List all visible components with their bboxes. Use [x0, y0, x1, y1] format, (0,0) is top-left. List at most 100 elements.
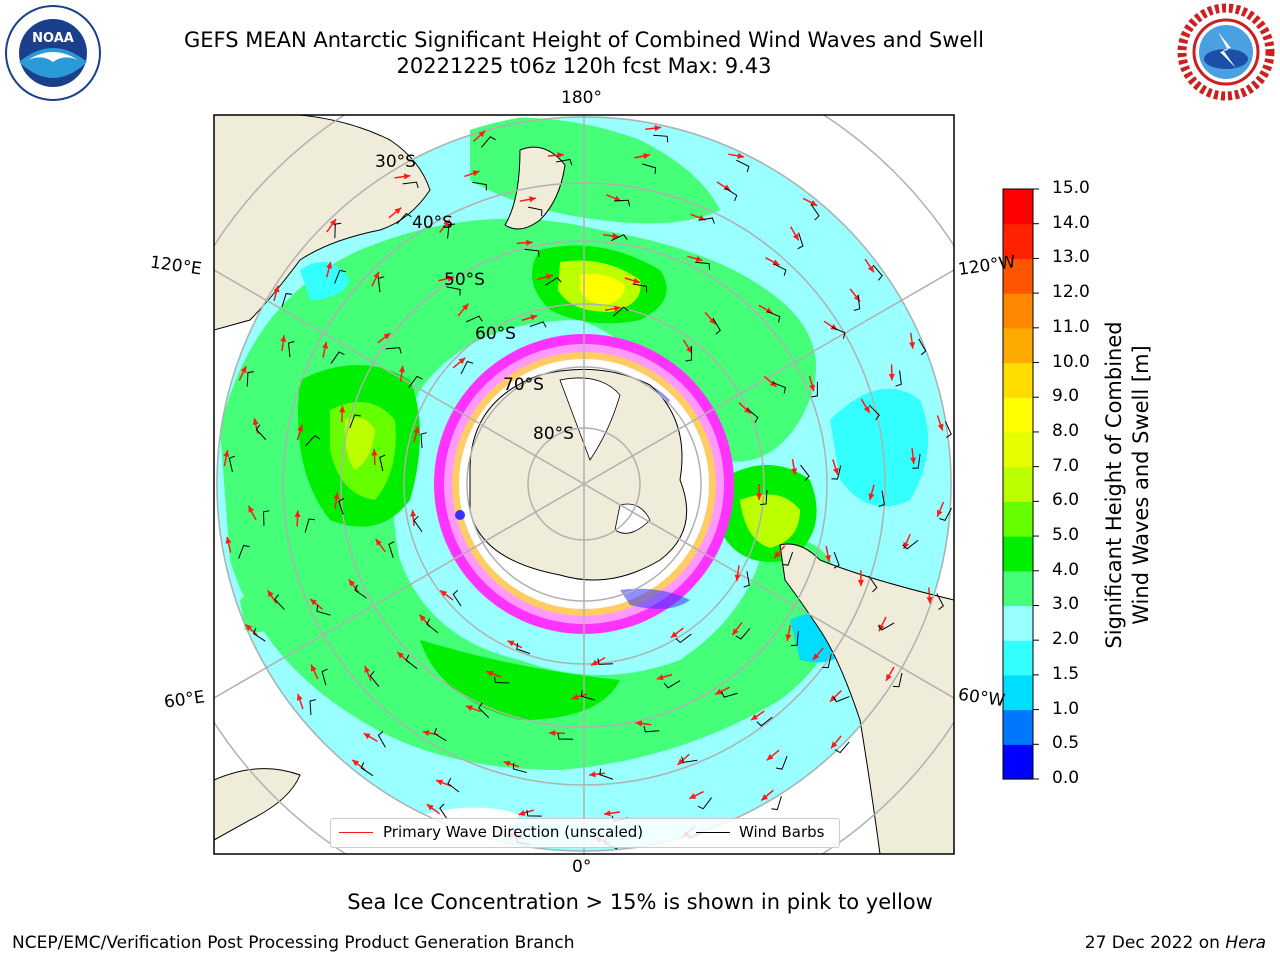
svg-text:NOAA: NOAA: [32, 31, 74, 46]
wave-arrow-head: [761, 794, 769, 801]
wave-arrow-head: [571, 694, 579, 700]
wave-arrow-head: [371, 449, 378, 456]
wave-arrow-head: [791, 468, 798, 475]
wind-barb: [681, 756, 698, 763]
south-america-landmass: [779, 543, 954, 854]
wave-arrow-head: [507, 640, 515, 647]
wind-barb: [614, 199, 631, 207]
wave-arrow-head: [886, 673, 892, 681]
wind-barb: [760, 489, 768, 506]
wave-arrow-head: [310, 598, 317, 606]
wind-barb: [912, 454, 921, 469]
wind-barb: [334, 222, 342, 239]
wave-arrow-head: [656, 674, 664, 681]
wind-barb: [868, 404, 880, 421]
wave-arrow-head: [326, 261, 333, 269]
wave-arrow-head: [419, 614, 426, 622]
wind-barb: [653, 134, 669, 143]
wind-barb: [698, 217, 715, 224]
wave-arrow-head: [888, 374, 895, 381]
noaa-logo: NOAA: [4, 4, 102, 102]
wave-arrow-head: [373, 271, 379, 279]
wind-barb: [643, 725, 660, 733]
wind-barb: [413, 515, 423, 533]
colorbar-tick-label: 8.0: [1052, 420, 1080, 441]
wave-arrow-head: [526, 239, 533, 246]
colorbar-segment: [1003, 223, 1033, 260]
wave-arrow-head: [689, 793, 697, 799]
wind-barb: [892, 672, 903, 688]
wave-arrow-head: [394, 207, 402, 215]
wave-arrow-head: [879, 624, 885, 632]
wave-arrow-head: [447, 275, 454, 282]
wind-barb: [528, 206, 543, 217]
wind-barb: [868, 575, 878, 593]
wave-arrow-head: [436, 779, 444, 786]
lat-label-60s: 60°S: [475, 324, 516, 344]
wave-arrow-head: [909, 342, 916, 349]
colorbar-segment: [1003, 640, 1033, 676]
wave-arrow-head: [375, 538, 382, 546]
colorbar-segment: [1003, 258, 1033, 294]
wind-barb: [781, 551, 794, 566]
colorbar-segment: [1003, 362, 1033, 398]
wave-arrow-head: [766, 753, 774, 761]
wave-arrow-head: [248, 505, 255, 513]
wave-arrow-head: [829, 695, 837, 702]
wind-barb: [746, 408, 759, 423]
wave-arrow-head: [825, 555, 832, 562]
wave-arrow-head: [383, 333, 391, 340]
wave-arrow-head: [297, 424, 304, 432]
wave-arrow-head: [792, 233, 799, 241]
wind-barb: [379, 454, 386, 472]
wave-arrow-head: [677, 758, 685, 766]
wind-barb: [610, 234, 628, 242]
wind-barb: [832, 696, 850, 703]
wind-barbs: [228, 134, 952, 850]
map-subtitle: 20221225 t06z 120h fcst Max: 9.43: [396, 54, 772, 78]
wind-barb: [766, 310, 781, 323]
wave-arrow-head: [443, 219, 450, 227]
wind-barb: [524, 248, 540, 257]
wind-barb: [632, 283, 648, 293]
wave-arrow-head: [686, 346, 693, 354]
wind-barb: [360, 762, 374, 777]
wind-barb: [557, 733, 573, 740]
wave-arrow-head: [478, 130, 486, 138]
colorbar-tick-label: 4.0: [1052, 559, 1080, 580]
wind-barb: [811, 381, 818, 398]
wind-barb: [695, 261, 711, 270]
wave-arrow-head: [273, 285, 280, 293]
wave-arrow-head: [868, 493, 875, 501]
wave-arrow-head: [267, 590, 274, 598]
colorbar-segment: [1003, 709, 1033, 745]
wind-barb: [872, 264, 883, 281]
wave-arrow-head: [614, 305, 621, 312]
colorbar-segment: [1003, 501, 1033, 537]
wind-barb: [512, 762, 527, 774]
wind-barb: [405, 654, 418, 670]
colorbar-border: [1002, 188, 1034, 780]
wave-arrow-head: [462, 303, 469, 311]
wave-arrow-head: [546, 273, 553, 280]
wave-arrow-head: [756, 493, 763, 500]
wind-barb: [369, 670, 380, 688]
wind-barb: [663, 680, 681, 689]
wind-barb: [494, 676, 510, 684]
wave-arrow-head: [867, 265, 874, 273]
wave-arrow-head: [518, 810, 526, 816]
wave-arrow-head: [548, 730, 556, 737]
wind-barb: [388, 541, 395, 558]
wave-arrow-head: [635, 720, 643, 727]
wind-barb: [944, 421, 952, 438]
wave-arrow-head: [363, 733, 371, 740]
wind-barb: [675, 633, 692, 644]
colorbar-segment: [1003, 293, 1033, 329]
colorbar-tick-label: 1.5: [1052, 663, 1080, 684]
wave-arrow-head: [670, 631, 678, 638]
wind-barb: [800, 464, 810, 481]
wind-barb: [402, 181, 419, 189]
wind-barb: [433, 727, 447, 742]
graticule: [214, 115, 954, 854]
colorbar-tick-label: 6.0: [1052, 490, 1080, 511]
